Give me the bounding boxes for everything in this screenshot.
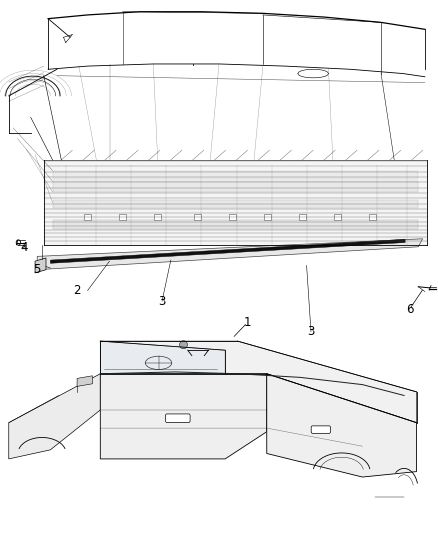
FancyBboxPatch shape (84, 214, 91, 220)
FancyBboxPatch shape (44, 160, 427, 245)
FancyBboxPatch shape (334, 214, 341, 220)
FancyBboxPatch shape (369, 214, 376, 220)
FancyBboxPatch shape (53, 181, 418, 192)
FancyBboxPatch shape (53, 171, 418, 179)
FancyBboxPatch shape (53, 200, 418, 208)
Text: 3: 3 (159, 295, 166, 308)
FancyBboxPatch shape (119, 214, 126, 220)
Polygon shape (77, 376, 92, 386)
Text: 5: 5 (34, 263, 41, 276)
Ellipse shape (180, 341, 187, 349)
Text: 1: 1 (244, 316, 251, 329)
FancyBboxPatch shape (264, 214, 271, 220)
Polygon shape (50, 239, 405, 263)
FancyBboxPatch shape (229, 214, 236, 220)
Polygon shape (100, 341, 417, 423)
Polygon shape (35, 258, 46, 273)
Polygon shape (100, 341, 225, 374)
FancyBboxPatch shape (311, 426, 330, 433)
Polygon shape (100, 374, 267, 459)
FancyBboxPatch shape (194, 214, 201, 220)
FancyBboxPatch shape (166, 414, 190, 423)
FancyBboxPatch shape (154, 214, 161, 220)
FancyBboxPatch shape (299, 214, 306, 220)
Text: 3: 3 (307, 325, 314, 338)
Text: 2: 2 (73, 284, 81, 297)
Text: 4: 4 (20, 241, 28, 254)
Polygon shape (267, 374, 417, 477)
Polygon shape (37, 239, 423, 270)
FancyBboxPatch shape (53, 220, 418, 229)
Polygon shape (9, 374, 100, 459)
Text: 6: 6 (406, 303, 413, 316)
